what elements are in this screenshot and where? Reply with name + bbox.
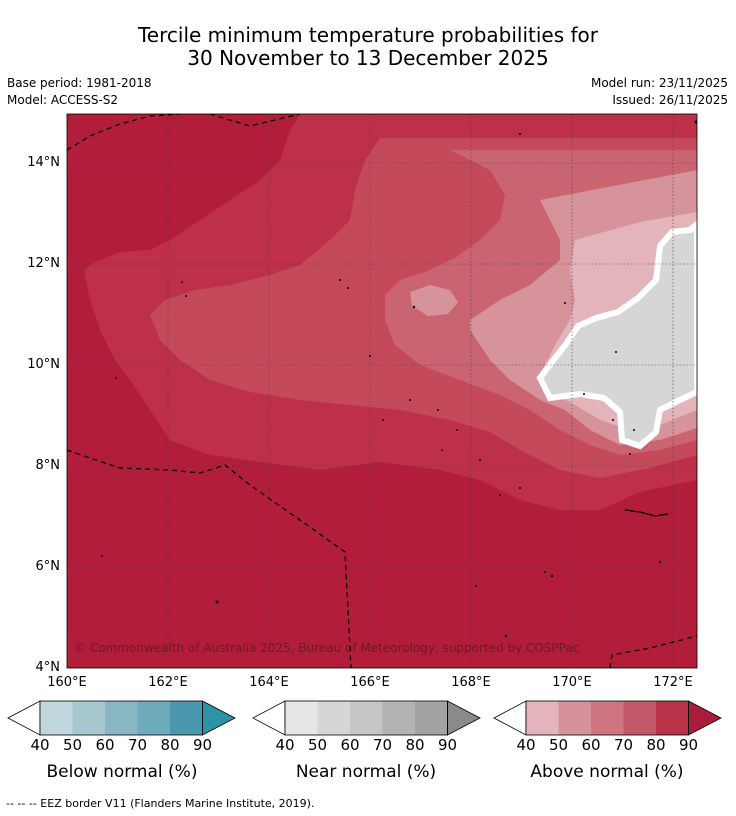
near-60-swatch — [350, 701, 383, 735]
above-min-arrow — [493, 700, 527, 736]
lon-label-172: 172°E — [653, 675, 693, 690]
above-80-swatch — [656, 701, 689, 735]
lat-label-8: 8°N — [35, 458, 61, 473]
near-tick-40: 40 — [275, 736, 295, 754]
near-min-arrow — [252, 700, 286, 736]
lon-label-164: 164°E — [249, 675, 289, 690]
above-40-swatch — [526, 701, 559, 735]
issued-text: Issued: 26/11/2025 — [612, 93, 728, 107]
lon-label-160: 160°E — [47, 675, 87, 690]
title-line-2: 30 November to 13 December 2025 — [187, 46, 549, 70]
below-40-swatch — [40, 701, 73, 735]
colorbar-above — [493, 700, 722, 736]
above-tick-80: 80 — [646, 736, 666, 754]
near-normal-region — [536, 220, 697, 450]
below-80-swatch — [170, 701, 203, 735]
below-tick-80: 80 — [160, 736, 180, 754]
model-run-text: Model run: 23/11/2025 — [590, 76, 728, 90]
above-tick-70: 70 — [613, 736, 634, 754]
near-90-arrow — [447, 700, 481, 736]
above-70-swatch — [623, 701, 656, 735]
title-line-1: Tercile minimum temperature probabilitie… — [137, 23, 599, 47]
lon-label-166: 166°E — [350, 675, 390, 690]
near-50-swatch — [317, 701, 350, 735]
colorbar-below — [7, 700, 236, 736]
below-tick-60: 60 — [95, 736, 115, 754]
above-tick-50: 50 — [548, 736, 569, 754]
near-tick-70: 70 — [372, 736, 393, 754]
above-tick-40: 40 — [516, 736, 536, 754]
above-50-patch — [410, 285, 458, 316]
near-tick-50: 50 — [307, 736, 328, 754]
above-tick-90: 90 — [678, 736, 699, 754]
eez-footnote: -- -- -- EEZ border V11 (Flanders Marine… — [6, 797, 315, 810]
below-50-swatch — [72, 701, 105, 735]
below-90-arrow — [202, 700, 236, 736]
near-tick-80: 80 — [405, 736, 425, 754]
lat-label-4: 4°N — [35, 660, 61, 675]
below-60-swatch — [105, 701, 138, 735]
lon-label-168: 168°E — [451, 675, 491, 690]
near-tick-60: 60 — [340, 736, 360, 754]
below-min-arrow — [7, 700, 41, 736]
below-tick-90: 90 — [192, 736, 213, 754]
island-chain — [624, 509, 669, 517]
lat-label-10: 10°N — [27, 357, 60, 372]
above-90-arrow — [688, 700, 722, 736]
map-frame — [66, 113, 698, 669]
model-text: Model: ACCESS-S2 — [7, 93, 119, 107]
base-period-text: Base period: 1981-2018 — [7, 76, 152, 90]
lon-label-162: 162°E — [148, 675, 188, 690]
below-70-swatch — [137, 701, 170, 735]
colorbar-near — [252, 700, 481, 736]
near-40-swatch — [285, 701, 318, 735]
above-normal-label: Above normal (%) — [530, 762, 684, 782]
copyright-notice: © Commonwealth of Australia 2025, Bureau… — [74, 641, 580, 655]
below-tick-70: 70 — [127, 736, 148, 754]
graticule — [67, 114, 697, 668]
map-field — [67, 114, 697, 668]
islands — [101, 120, 697, 638]
lon-label-170: 170°E — [552, 675, 592, 690]
below-tick-50: 50 — [62, 736, 83, 754]
below-tick-40: 40 — [30, 736, 50, 754]
below-normal-label: Below normal (%) — [46, 762, 198, 782]
lat-label-14: 14°N — [27, 155, 60, 170]
lat-label-12: 12°N — [27, 256, 60, 271]
near-80-swatch — [415, 701, 448, 735]
above-60-swatch — [591, 701, 624, 735]
above-50-swatch — [558, 701, 591, 735]
near-70-swatch — [382, 701, 415, 735]
above-tick-60: 60 — [581, 736, 601, 754]
eez-borders — [67, 114, 697, 668]
near-tick-90: 90 — [437, 736, 458, 754]
near-normal-label: Near normal (%) — [295, 762, 437, 782]
lat-label-6: 6°N — [35, 559, 61, 574]
